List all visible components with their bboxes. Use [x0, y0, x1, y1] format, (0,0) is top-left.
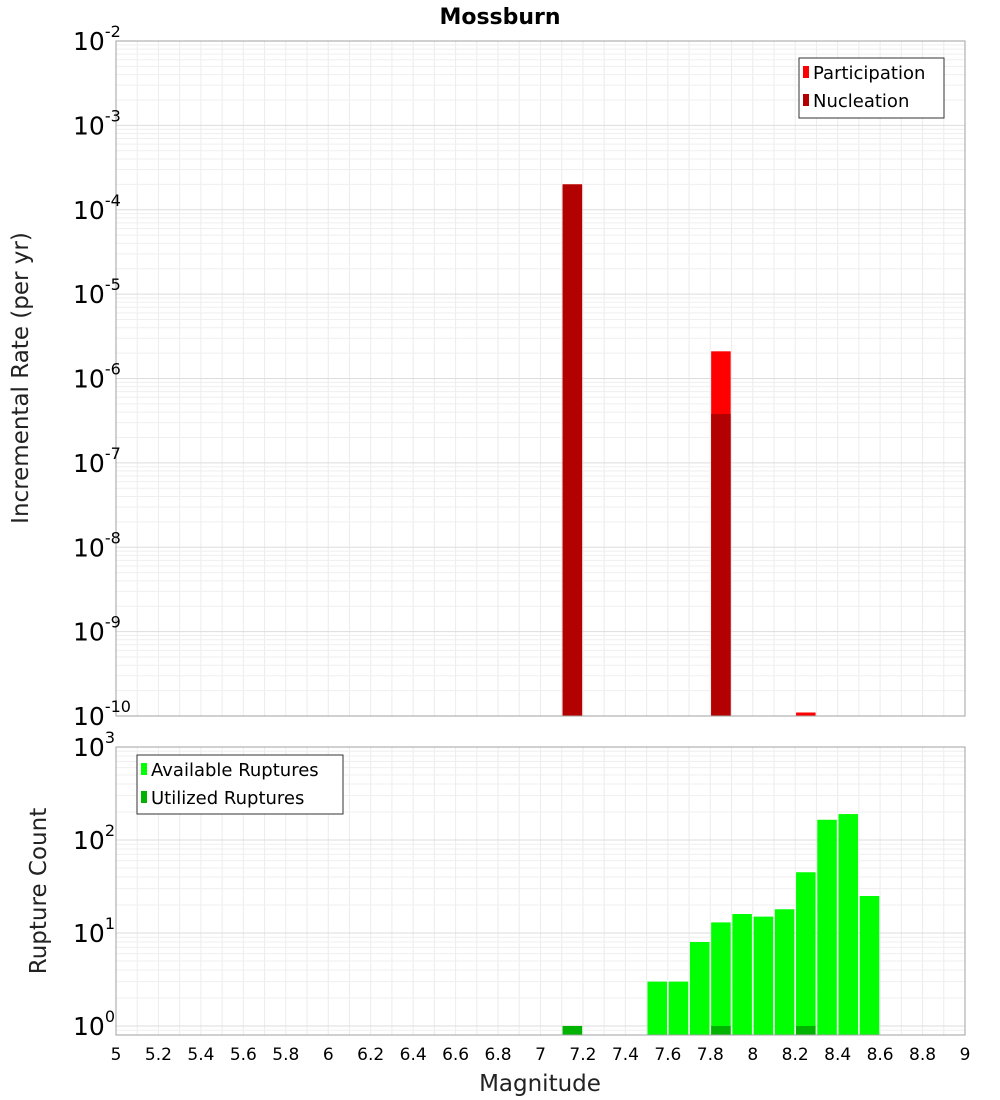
y-tick-label: 10-2 — [73, 22, 121, 56]
y-tick-label: 10-7 — [73, 444, 121, 478]
legend-1 — [798, 57, 945, 119]
bar-available-ruptures — [711, 922, 731, 1035]
y-tick-exponent: -6 — [105, 360, 121, 379]
y-tick-label: 10-5 — [73, 275, 121, 309]
axes: 10-1010-910-810-710-610-510-410-310-2Inc… — [8, 22, 970, 1065]
plot-frame-1 — [115, 40, 966, 717]
y-tick-label: 102 — [73, 821, 115, 855]
plot-frame-2 — [115, 746, 966, 1036]
bar-available-ruptures — [647, 981, 668, 1035]
x-tick-label: 7.8 — [697, 1045, 724, 1065]
y-tick-exponent: 1 — [105, 914, 115, 933]
y-tick-exponent: -10 — [105, 697, 131, 716]
y-tick-base: 10 — [73, 196, 105, 225]
y-tick-label: 10-4 — [73, 191, 121, 225]
y-tick-base: 10 — [73, 533, 105, 562]
y-tick-label: 103 — [73, 728, 115, 762]
x-tick-label: 7.2 — [569, 1045, 596, 1065]
y-tick-exponent: -2 — [105, 22, 121, 41]
y-tick-exponent: -5 — [105, 275, 121, 294]
bar-nucleation — [562, 184, 583, 717]
y-tick-label: 10-10 — [73, 697, 131, 731]
y-tick-exponent: 0 — [105, 1007, 115, 1026]
x-tick-label: 8.2 — [782, 1045, 809, 1065]
x-axis-label: Magnitude — [479, 1071, 601, 1097]
legend-label: Nucleation — [813, 91, 909, 112]
bar-available-ruptures — [838, 814, 859, 1035]
bar-available-ruptures — [732, 914, 752, 1035]
y-tick-base: 10 — [73, 449, 105, 478]
bar-available-ruptures — [774, 909, 795, 1035]
legend-swatch — [141, 763, 147, 775]
y-tick-base: 10 — [73, 826, 105, 855]
x-tick-label: 8.8 — [909, 1045, 936, 1065]
x-tick-label: 5.6 — [230, 1045, 257, 1065]
x-tick-label: 5.8 — [272, 1045, 299, 1065]
x-tick-label: 5 — [111, 1045, 122, 1065]
bar-nucleation — [711, 413, 731, 716]
y-tick-base: 10 — [73, 733, 105, 762]
x-tick-label: 6.2 — [357, 1045, 384, 1065]
legend-swatch — [803, 66, 809, 78]
x-tick-label: 6.4 — [400, 1045, 427, 1065]
bar-available-ruptures — [817, 819, 837, 1035]
y-tick-label: 100 — [73, 1007, 115, 1041]
legends: Participation Nucleation Available Rupture… — [136, 57, 945, 815]
plot-frames — [115, 40, 966, 1036]
bar-utilized-ruptures — [796, 1025, 816, 1035]
legend-label: Available Ruptures — [151, 760, 319, 781]
y-tick-exponent: -4 — [105, 191, 121, 210]
y-tick-base: 10 — [73, 280, 105, 309]
y-tick-label: 10-3 — [73, 106, 121, 140]
y-tick-exponent: -9 — [105, 613, 121, 632]
y-axis-label: Incremental Rate (per yr) — [8, 232, 34, 524]
x-tick-label: 6.6 — [442, 1045, 469, 1065]
y-tick-base: 10 — [73, 702, 105, 731]
y-tick-label: 10-6 — [73, 360, 121, 394]
bar-available-ruptures — [668, 981, 689, 1035]
x-tick-label: 9 — [960, 1045, 971, 1065]
bar-available-ruptures — [796, 872, 816, 1035]
y-tick-base: 10 — [73, 365, 105, 394]
bar-available-ruptures — [859, 895, 880, 1035]
y-tick-base: 10 — [73, 618, 105, 647]
legend-2 — [136, 754, 344, 815]
bar-utilized-ruptures — [711, 1025, 731, 1035]
x-tick-label: 6 — [323, 1045, 334, 1065]
x-tick-label: 7.6 — [654, 1045, 681, 1065]
bar-available-ruptures — [753, 916, 774, 1035]
x-tick-label: 7 — [535, 1045, 546, 1065]
x-tick-label: 8.4 — [824, 1045, 851, 1065]
legend-label: Participation — [813, 63, 925, 84]
x-tick-label: 8 — [747, 1045, 758, 1065]
bars — [562, 184, 880, 1035]
x-tick-label: 7.4 — [612, 1045, 639, 1065]
y-axis-label: Rupture Count — [26, 808, 52, 974]
y-tick-exponent: 2 — [105, 821, 115, 840]
bar-participation — [796, 712, 816, 716]
y-tick-base: 10 — [73, 1012, 105, 1041]
y-tick-label: 101 — [73, 914, 115, 948]
chart-title: Mossburn — [439, 5, 560, 30]
y-tick-exponent: -7 — [105, 444, 121, 463]
legend-swatch — [803, 94, 809, 106]
legend-label: Utilized Ruptures — [151, 788, 304, 809]
y-tick-label: 10-9 — [73, 613, 121, 647]
bar-available-ruptures — [689, 942, 710, 1035]
y-tick-label: 10-8 — [73, 528, 121, 562]
x-tick-label: 5.4 — [187, 1045, 214, 1065]
y-tick-base: 10 — [73, 27, 105, 56]
y-tick-base: 10 — [73, 111, 105, 140]
x-tick-label: 5.2 — [145, 1045, 172, 1065]
x-tick-label: 8.6 — [867, 1045, 894, 1065]
x-tick-label: 6.8 — [485, 1045, 512, 1065]
grid — [115, 40, 966, 1036]
y-tick-exponent: 3 — [105, 728, 115, 747]
legend-swatch — [141, 791, 147, 803]
y-tick-base: 10 — [73, 919, 105, 948]
y-tick-exponent: -8 — [105, 528, 121, 547]
y-tick-exponent: -3 — [105, 106, 121, 125]
bar-utilized-ruptures — [562, 1025, 583, 1035]
